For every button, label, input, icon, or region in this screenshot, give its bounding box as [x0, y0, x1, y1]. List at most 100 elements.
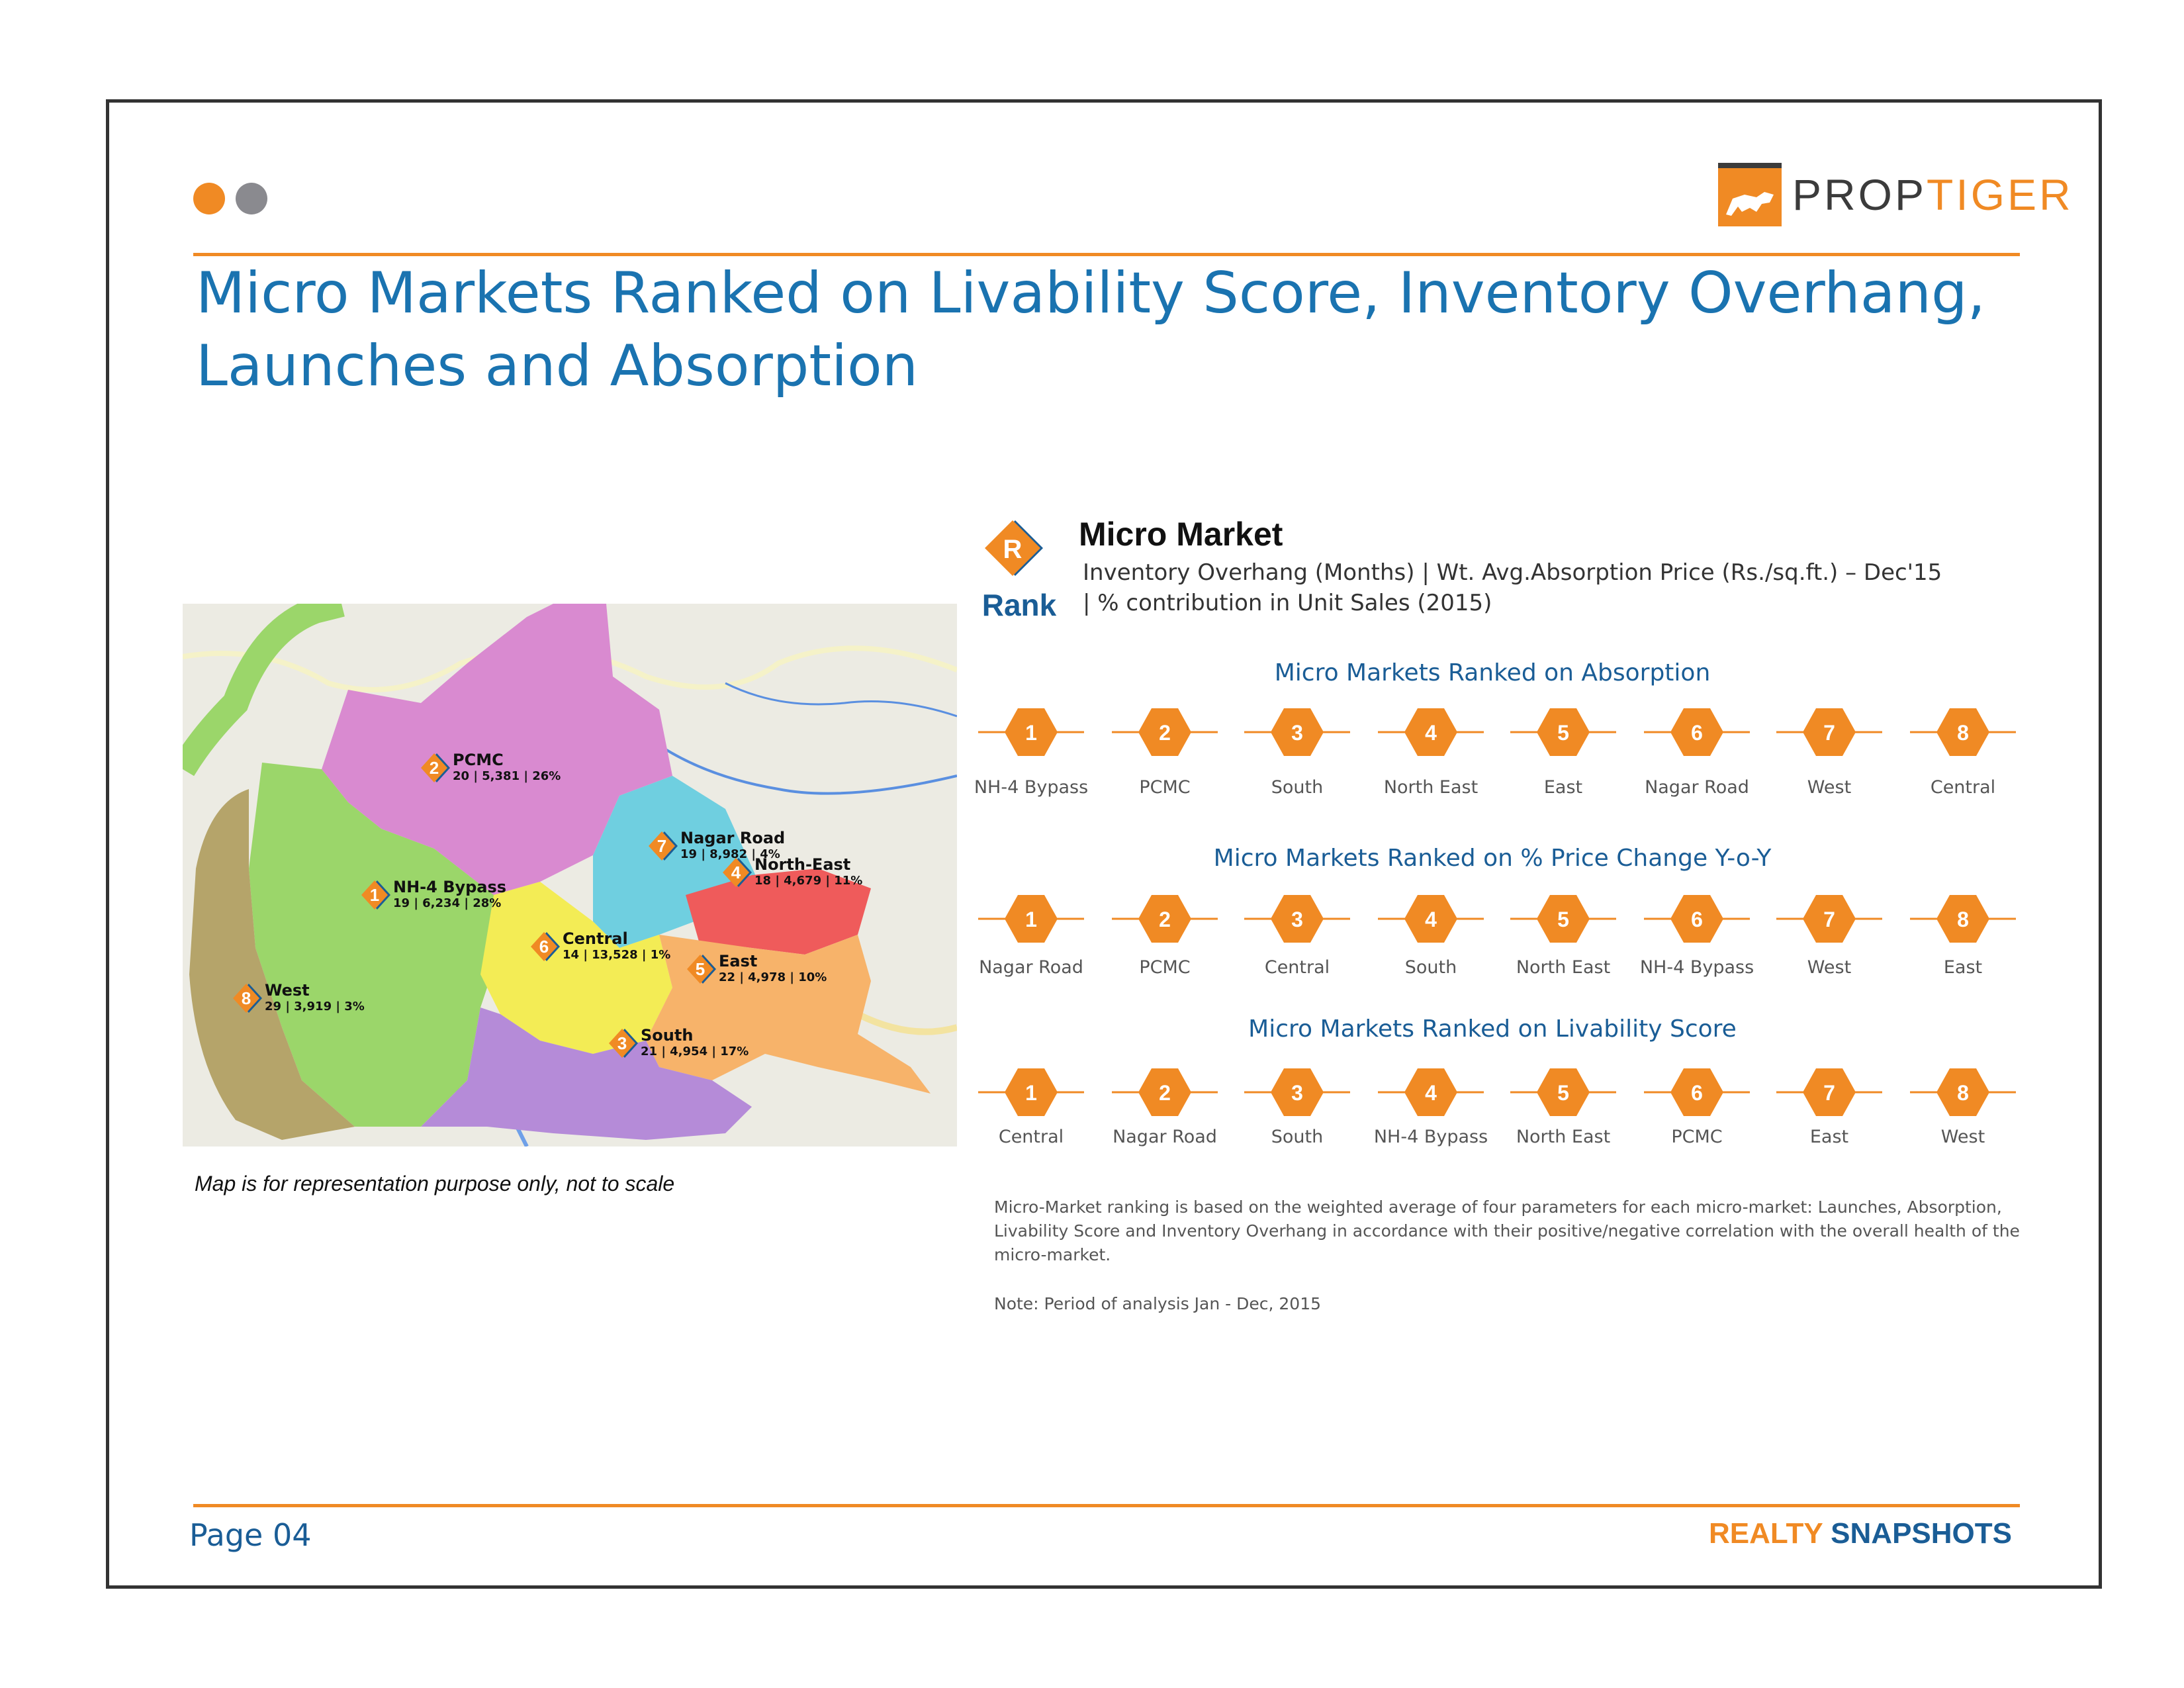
map-market-stats: 19 | 8,982 | 4% — [680, 847, 780, 861]
rank-number: 3 — [1291, 1081, 1303, 1105]
rank-label: East — [1809, 1127, 1849, 1147]
map-market-stats: 22 | 4,978 | 10% — [719, 970, 827, 984]
orange-dot-icon — [193, 183, 225, 214]
rank-label: South — [1271, 1127, 1324, 1147]
rank-label: West — [1807, 777, 1852, 798]
methodology-note: Micro-Market ranking is based on the wei… — [994, 1197, 2020, 1264]
rank-hex-icon: 6 — [1670, 895, 1723, 943]
rank-label: West — [1807, 957, 1852, 978]
map-rank-marker: 4 — [721, 857, 752, 887]
footer-rule — [193, 1504, 2020, 1507]
rank-number: 7 — [1823, 1081, 1835, 1105]
rank-hex-icon: 1 — [1005, 895, 1058, 943]
map-market-label: NH-4 Bypass 19 | 6,234 | 28% — [393, 878, 506, 910]
rank-label: Central — [998, 1127, 1064, 1147]
rank-label: PCMC — [1139, 777, 1191, 798]
map-rank-marker: 8 — [232, 982, 262, 1013]
labels-row-price-change: Nagar Road PCMC Central South North East NH-4… — [973, 957, 2019, 984]
rank-number: 6 — [1691, 908, 1703, 931]
rank-hex-icon: 6 — [1670, 1068, 1723, 1116]
rank-badge-letter: R — [1003, 535, 1023, 564]
region-central — [480, 882, 672, 1054]
rank-label: PCMC — [1671, 1127, 1723, 1147]
logo-prefix: PROP — [1792, 170, 1927, 219]
micro-market-map: 2 PCMC 20 | 5,381 | 26% 7 Nagar Road 19 | 8,9… — [183, 604, 957, 1147]
rank-number: 8 — [1957, 908, 1969, 931]
ranking-title-price-change: Micro Markets Ranked on % Price Change Y… — [1213, 845, 1772, 872]
rank-number: 5 — [1557, 908, 1569, 931]
rank-number: 6 — [1691, 721, 1703, 745]
map-market-name: West — [265, 981, 310, 1000]
map-market-name: East — [719, 952, 758, 970]
rank-label: South — [1404, 957, 1457, 978]
svg-text:2: 2 — [430, 758, 439, 778]
rank-hex-icon: 4 — [1404, 1068, 1457, 1116]
hex-row-price-change: 1 2 3 4 5 6 7 8 — [973, 892, 2019, 945]
brand-footer: REALTY SNAPSHOTS — [1688, 1517, 2012, 1550]
hex-row-absorption: 1 2 3 4 5 6 7 8 — [973, 706, 2019, 759]
region-pcmc — [322, 604, 672, 895]
rank-hex-icon: 5 — [1537, 1068, 1590, 1116]
map-rank-marker: 2 — [420, 752, 450, 782]
rank-hex-icon: 4 — [1404, 895, 1457, 943]
map-market-stats: 14 | 13,528 | 1% — [563, 948, 671, 962]
rank-hex-icon: 3 — [1271, 1068, 1324, 1116]
rank-hex-icon: 6 — [1670, 708, 1723, 756]
grey-dot-icon — [236, 183, 267, 214]
rank-label: North East — [1383, 777, 1479, 798]
hex-row-livability: 1 2 3 4 5 6 7 8 — [973, 1066, 2019, 1119]
page-title: Micro Markets Ranked on Livability Score… — [196, 257, 2023, 402]
rank-number: 6 — [1691, 1081, 1703, 1105]
header-rule — [193, 253, 2020, 256]
map-rank-marker: 6 — [529, 931, 560, 961]
rank-label: West — [1940, 1127, 1985, 1147]
map-market-stats: 29 | 3,919 | 3% — [265, 1000, 365, 1013]
map-market-name: NH-4 Bypass — [393, 878, 507, 896]
rank-number: 2 — [1159, 1081, 1171, 1105]
rank-number: 1 — [1025, 721, 1037, 745]
rank-number: 4 — [1425, 721, 1437, 745]
map-market-stats: 18 | 4,679 | 11% — [754, 874, 863, 888]
rank-number: 8 — [1957, 721, 1969, 745]
map-rank-marker: 3 — [608, 1027, 638, 1058]
map-rank-marker: 7 — [647, 830, 678, 861]
tiger-logo-icon — [1718, 163, 1782, 226]
map-market-label: Central 14 | 13,528 | 1% — [563, 929, 670, 962]
map-market-name: South — [641, 1026, 694, 1045]
rank-hex-icon: 5 — [1537, 708, 1590, 756]
svg-text:3: 3 — [617, 1033, 627, 1053]
rank-label: Nagar Road — [1113, 1127, 1217, 1147]
title-line-1: Micro Markets Ranked on Livability Score… — [196, 260, 1985, 326]
rank-hex-icon: 1 — [1005, 1068, 1058, 1116]
map-market-label: South 21 | 4,954 | 17% — [641, 1026, 749, 1058]
map-market-name: PCMC — [453, 751, 504, 769]
rank-label: North East — [1516, 1127, 1611, 1147]
rank-hex-icon: 7 — [1803, 708, 1856, 756]
page-frame — [106, 99, 2102, 1589]
legend-title: Micro Market — [1079, 516, 1283, 553]
proptiger-logo: PROPTIGER — [1718, 159, 2071, 228]
region-nh4-bypass — [249, 763, 500, 1127]
rank-label: NH-4 Bypass — [1373, 1127, 1488, 1147]
rank-hex-icon: 3 — [1271, 708, 1324, 756]
rank-number: 2 — [1159, 908, 1171, 931]
map-market-label: North-East 18 | 4,679 | 11% — [754, 855, 862, 888]
rank-number: 7 — [1823, 908, 1835, 931]
rank-number: 1 — [1025, 1081, 1037, 1105]
page-number: Page 04 — [189, 1517, 312, 1553]
rank-label: Nagar Road — [979, 957, 1083, 978]
map-market-label: East 22 | 4,978 | 10% — [719, 952, 827, 984]
rank-label: North East — [1516, 957, 1611, 978]
rank-label: PCMC — [1139, 957, 1191, 978]
rank-legend-badge: R Rank — [974, 516, 1060, 622]
map-market-name: Central — [563, 929, 628, 948]
rank-hex-icon: 2 — [1138, 708, 1191, 756]
map-rank-marker: 5 — [686, 953, 716, 984]
rank-number: 7 — [1823, 721, 1835, 745]
map-market-label: PCMC 20 | 5,381 | 26% — [453, 751, 561, 783]
rank-hex-icon: 2 — [1138, 895, 1191, 943]
region-south — [421, 1008, 752, 1140]
rank-number: 1 — [1025, 908, 1037, 931]
rank-hex-icon: 1 — [1005, 708, 1058, 756]
svg-text:6: 6 — [539, 937, 549, 957]
